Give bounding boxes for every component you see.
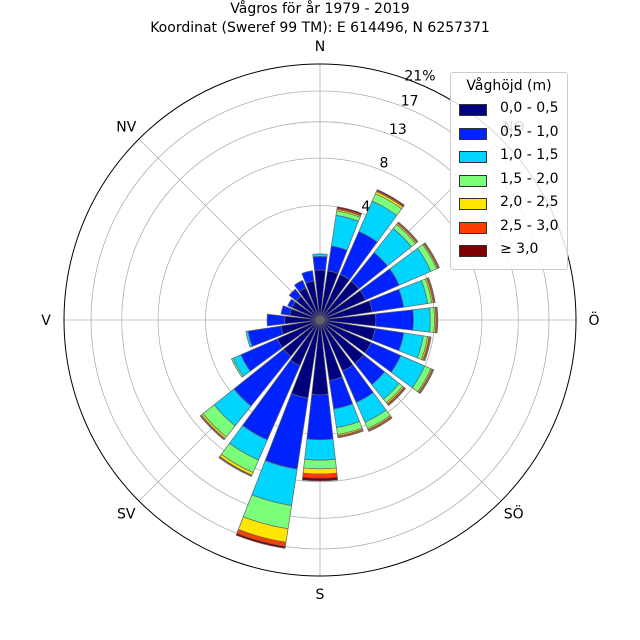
bar-segment-195-6 xyxy=(235,532,286,549)
legend-label: 2,0 - 2,5 xyxy=(500,194,559,210)
legend-label: 1,5 - 2,0 xyxy=(500,170,559,187)
bar-segment-105-6 xyxy=(423,336,432,362)
chart-subtitle: Koordinat (Sweref 99 TM): E 614496, N 62… xyxy=(150,20,490,36)
bar-segment-0-1 xyxy=(312,255,328,271)
direction-label-V: V xyxy=(41,313,51,329)
legend-item: 1,0 - 1,5 xyxy=(451,147,567,171)
direction-label-NV: NV xyxy=(116,119,136,135)
bar-segment-165-6 xyxy=(337,429,364,439)
legend-label: 0,5 - 1,0 xyxy=(500,123,559,140)
bar-segment-90-1 xyxy=(375,309,414,331)
bar-segment-90-6 xyxy=(436,306,439,334)
legend-item: ≥ 3,0 xyxy=(451,241,567,265)
direction-label-S: S xyxy=(316,587,325,603)
bar-segment-45-6 xyxy=(397,221,419,243)
radial-tick-label: 8 xyxy=(379,155,388,171)
bar-segment-60-6 xyxy=(424,242,440,269)
bar-segment-90-3 xyxy=(429,307,435,333)
bar-segment-315-1 xyxy=(288,288,302,302)
bar-segment-180-3 xyxy=(303,458,337,470)
bar-segment-345-1 xyxy=(301,270,315,284)
chart-title: Vågros för år 1979 - 2019 xyxy=(230,1,410,17)
legend-title: Våghöjd (m) xyxy=(466,78,552,94)
bar-segment-90-2 xyxy=(412,307,431,333)
legend-label: 1,0 - 1,5 xyxy=(500,147,559,163)
legend-swatch xyxy=(459,127,487,140)
legend-label: ≥ 3,0 xyxy=(500,241,539,257)
grid-spoke xyxy=(138,138,321,321)
legend-item: 0,5 - 1,0 xyxy=(451,124,567,148)
bar-segment-180-6 xyxy=(301,476,339,482)
radial-tick-label: 4 xyxy=(361,199,370,215)
bar-segment-255-2 xyxy=(245,330,253,348)
bar-segment-330-1 xyxy=(293,279,307,293)
bar-segment-0-2 xyxy=(312,253,328,258)
legend-item: 2,0 - 2,5 xyxy=(451,194,567,218)
bar-segment-15-6 xyxy=(336,206,363,216)
outer-circle xyxy=(63,63,577,577)
bar-segment-30-6 xyxy=(376,189,405,207)
legend: Våghöjd (m) 0,0 - 0,5 0,5 - 1,0 1,0 - 1,5 1… xyxy=(450,72,568,270)
legend-item: 1,5 - 2,0 xyxy=(451,171,567,195)
legend-swatch xyxy=(459,174,487,187)
bar-segment-300-1 xyxy=(287,298,296,309)
bar-segment-135-6 xyxy=(387,387,407,407)
legend-swatch xyxy=(459,104,487,116)
legend-swatch xyxy=(459,198,487,210)
bar-segment-270-1 xyxy=(266,313,286,327)
legend-item: 0,0 - 0,5 xyxy=(451,100,567,124)
bar-segment-150-6 xyxy=(368,417,393,432)
radial-tick-label: 21% xyxy=(404,68,435,84)
bar-segment-180-2 xyxy=(304,438,336,461)
legend-swatch xyxy=(459,221,487,234)
legend-swatch xyxy=(459,245,487,257)
legend-swatch xyxy=(459,151,487,163)
legend-label: 0,0 - 0,5 xyxy=(500,100,559,116)
direction-label-SÖ: SÖ xyxy=(504,505,524,523)
bar-segment-240-3 xyxy=(230,357,244,378)
bar-segment-225-6 xyxy=(199,415,225,441)
radial-tick-label: 17 xyxy=(401,93,419,109)
legend-item: 2,5 - 3,0 xyxy=(451,218,567,242)
legend-label: 2,5 - 3,0 xyxy=(500,217,559,234)
rose-bars xyxy=(199,189,440,549)
direction-label-Ö: Ö xyxy=(588,311,599,329)
bar-segment-120-6 xyxy=(419,369,435,395)
bar-segment-180-1 xyxy=(306,394,334,441)
bar-segment-285-1 xyxy=(280,305,292,316)
radial-tick-label: 13 xyxy=(389,122,407,138)
direction-label-N: N xyxy=(315,39,325,55)
bar-segment-180-4 xyxy=(302,467,338,475)
direction-label-SV: SV xyxy=(117,507,136,523)
bar-segment-210-6 xyxy=(218,456,252,477)
bar-segment-75-6 xyxy=(427,277,436,303)
